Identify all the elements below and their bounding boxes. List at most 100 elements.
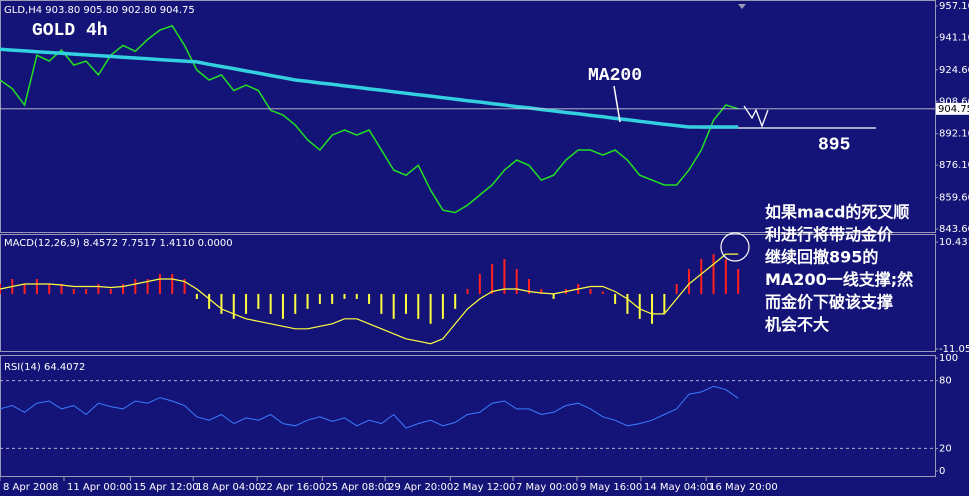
bar <box>220 293 223 314</box>
bar <box>122 283 125 294</box>
bar <box>737 269 740 294</box>
bar <box>552 293 555 299</box>
bar <box>35 279 38 294</box>
bar <box>269 293 272 314</box>
bar <box>331 293 334 304</box>
bar <box>614 293 617 304</box>
bar <box>724 259 727 294</box>
y-tick-label: 941.10 <box>939 32 969 43</box>
bar <box>109 288 112 294</box>
bar <box>417 293 420 319</box>
bar <box>589 288 592 294</box>
bar <box>392 293 395 319</box>
y-tick-label: 80 <box>939 376 952 387</box>
x-tick-label: 2 May 12:00 <box>453 482 515 493</box>
y-tick-label: 892.10 <box>939 129 969 140</box>
annotation-pointer <box>613 85 621 123</box>
bar <box>478 274 481 294</box>
x-tick-label: 14 May 04:00 <box>644 482 713 493</box>
annotation: MA200 <box>588 66 642 86</box>
bar <box>687 269 690 294</box>
bar <box>638 293 641 319</box>
bar <box>380 293 383 314</box>
note-line: 如果macd的死叉顺 <box>765 203 909 222</box>
note-line: 机会不大 <box>765 315 829 334</box>
y-tick-label: 876.10 <box>939 160 969 171</box>
x-tick-label: 29 Apr 20:00 <box>388 482 453 493</box>
bar <box>651 293 654 324</box>
y-tick-label: 924.60 <box>939 65 969 76</box>
y-tick-label: -11.0535 <box>939 344 969 355</box>
bar <box>257 293 260 309</box>
y-tick-label: 957.10 <box>939 1 969 12</box>
x-tick-label: 18 Apr 04:00 <box>196 482 261 493</box>
y-tick-label: 843.60 <box>939 224 969 235</box>
x-tick-label: 25 Apr 08:00 <box>325 482 390 493</box>
bar <box>294 293 297 314</box>
bar <box>158 274 161 294</box>
bar <box>515 269 518 294</box>
bar <box>355 293 358 299</box>
bar <box>712 254 715 294</box>
bar <box>208 293 211 309</box>
x-tick-label: 11 Apr 00:00 <box>67 482 132 493</box>
note-line: MA200一线支撑;然 <box>765 270 913 289</box>
bar <box>195 293 198 299</box>
bar <box>171 274 174 294</box>
panel-title: MACD(12,26,9) 8.4572 7.7517 1.4110 0.000… <box>4 238 233 249</box>
bar <box>491 264 494 294</box>
price-tag <box>936 102 969 115</box>
y-tick-label: 0 <box>939 466 945 477</box>
bar <box>306 293 309 309</box>
bar <box>343 293 346 299</box>
note-line: 继续回撤895的 <box>765 248 878 267</box>
bar <box>675 283 678 294</box>
line <box>0 47 739 129</box>
bar <box>232 293 235 319</box>
bar <box>663 293 666 314</box>
panel-title: RSI(14) 64.4072 <box>4 362 85 373</box>
support-label: 895 <box>818 136 850 156</box>
x-tick-label: 16 May 20:00 <box>709 482 778 493</box>
bar <box>528 279 531 294</box>
bar <box>48 283 51 294</box>
bar <box>97 283 100 294</box>
y-tick-label: 908.60 <box>939 96 969 107</box>
bar <box>245 293 248 314</box>
bar <box>23 283 26 294</box>
bar <box>281 293 284 319</box>
bar <box>540 288 543 294</box>
bar <box>454 293 457 309</box>
note-line: 而金价下破该支撑 <box>765 293 893 312</box>
x-tick-label: 8 Apr 2008 <box>3 482 58 493</box>
bar <box>601 291 604 294</box>
price-tag-label: 904.75 <box>938 104 969 115</box>
bar <box>404 293 407 314</box>
line <box>0 385 739 429</box>
arrow-mark <box>743 105 769 128</box>
bar <box>466 288 469 294</box>
note-line: 利进行将带动金价 <box>765 225 894 244</box>
bar <box>503 259 506 294</box>
x-tick-label: 15 Apr 12:00 <box>133 482 198 493</box>
bar <box>134 279 137 294</box>
bar <box>72 288 75 294</box>
y-tick-label: 859.60 <box>939 193 969 204</box>
y-tick-label: 100 <box>939 353 958 364</box>
x-tick-label: 9 May 16:00 <box>580 482 642 493</box>
bar <box>368 293 371 304</box>
bar <box>146 279 149 294</box>
line <box>0 24 739 214</box>
y-tick-label: 10.4314 <box>939 237 969 248</box>
panel-title: GLD,H4 903.80 905.80 902.80 904.75 <box>4 5 195 16</box>
bar <box>441 293 444 319</box>
x-tick-label: 7 May 00:00 <box>516 482 578 493</box>
bar <box>429 293 432 324</box>
bar <box>626 293 629 314</box>
bar <box>700 259 703 294</box>
x-tick-label: 22 Apr 16:00 <box>260 482 325 493</box>
